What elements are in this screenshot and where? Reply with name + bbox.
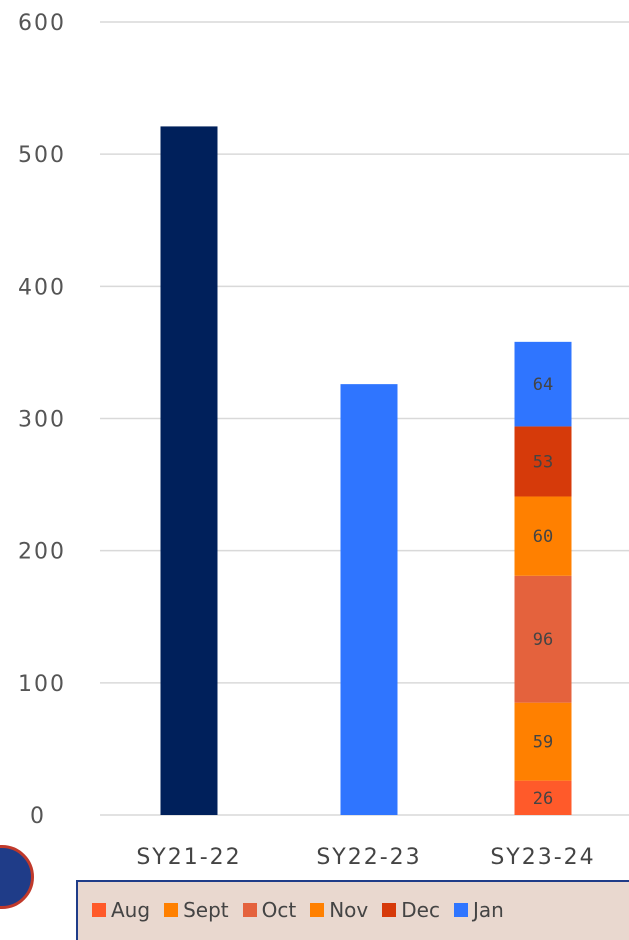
- x-tick-label: SY21-22: [136, 845, 241, 870]
- data-label-sept: 59: [533, 733, 553, 753]
- x-tick-label: SY22-23: [316, 845, 421, 870]
- data-label-jan: 64: [533, 375, 553, 395]
- legend-label: Aug: [111, 898, 151, 922]
- legend-item-dec: Dec: [382, 898, 440, 922]
- y-tick-label: 0: [30, 804, 46, 829]
- legend-swatch: [164, 903, 179, 917]
- legend-swatch: [382, 903, 397, 917]
- legend-swatch: [92, 903, 106, 917]
- y-axis: 0 100 200 300 400 500 600: [18, 11, 66, 829]
- x-axis: SY21-22 SY22-23 SY23-24: [136, 845, 595, 870]
- legend-item-oct: Oct: [242, 898, 297, 922]
- legend-swatch: [453, 903, 468, 917]
- bar-segment-dec: [514, 426, 572, 497]
- y-tick-label: 300: [18, 408, 66, 433]
- bar-sy22-23: [340, 384, 398, 815]
- y-tick-label: 400: [18, 275, 66, 300]
- legend-swatch: [242, 903, 257, 917]
- bars: 26 59 96 60 53 64: [160, 126, 572, 815]
- legend-swatch: [310, 903, 325, 917]
- chart: 0 100 200 300 400 500 600 26 59 96 60 53 64 SY21-22…: [18, 11, 629, 870]
- y-tick-label: 500: [18, 143, 66, 168]
- x-tick-label: SY23-24: [490, 845, 595, 870]
- bar-sy21-22: [160, 126, 218, 815]
- bar-segment-nov: [514, 496, 572, 576]
- bar-segment-aug: [514, 780, 572, 815]
- legend-label: Dec: [401, 898, 440, 922]
- data-label-dec: 53: [533, 452, 553, 472]
- legend-label: Nov: [329, 898, 369, 922]
- legend-item-jan: Jan: [453, 898, 504, 922]
- data-label-aug: 26: [533, 789, 553, 809]
- data-label-oct: 96: [533, 630, 553, 650]
- legend-item-nov: Nov: [310, 898, 368, 922]
- bar-segment-oct: [514, 575, 572, 703]
- y-tick-label: 100: [18, 672, 66, 697]
- legend-label: Jan: [472, 898, 504, 922]
- y-tick-label: 600: [18, 11, 66, 36]
- bar-segment-jan: [514, 341, 572, 427]
- legend-item-sept: Sept: [164, 898, 229, 922]
- y-tick-label: 200: [18, 540, 66, 565]
- legend-item-aug: Aug: [92, 898, 150, 922]
- legend: Aug Sept Oct Nov Dec Jan: [76, 880, 629, 940]
- legend-label: Oct: [261, 898, 297, 922]
- data-label-nov: 60: [533, 527, 553, 547]
- legend-label: Sept: [183, 898, 229, 922]
- bar-segment-sept: [514, 702, 572, 781]
